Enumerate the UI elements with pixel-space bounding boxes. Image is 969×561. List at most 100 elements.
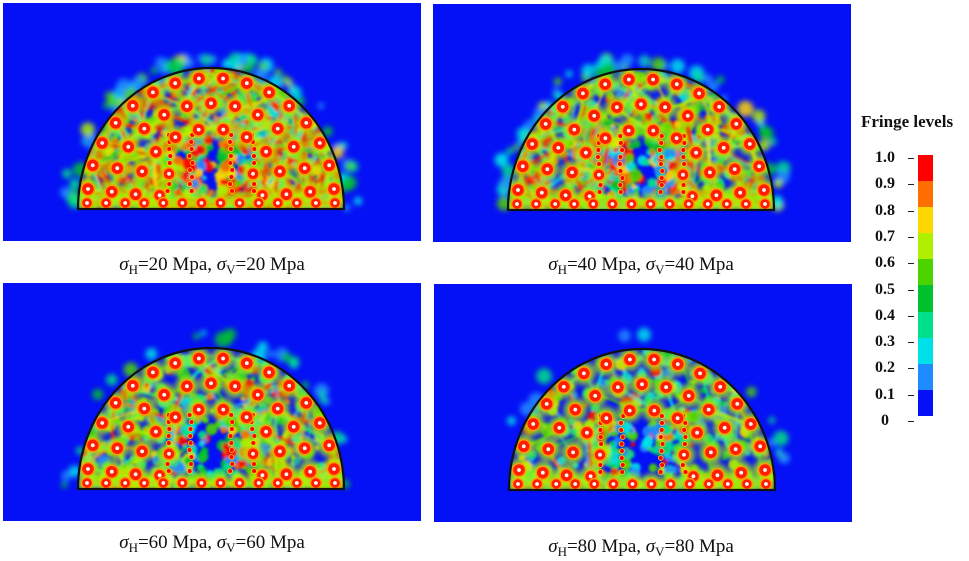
blast-hole-center <box>317 141 322 145</box>
colorbar-tick-label: 0 <box>881 412 889 429</box>
blast-hole-center <box>543 122 548 126</box>
blast-hole-center <box>546 447 551 452</box>
blast-hole-center <box>708 170 712 175</box>
colorbar-tick-label: 1.0 <box>875 149 895 166</box>
halo-blob <box>150 67 158 75</box>
colorbar-tick-label: 0.1 <box>875 386 895 403</box>
damage-contour-plot <box>433 4 851 242</box>
blast-hole-center <box>694 150 698 155</box>
blast-hole-center <box>516 482 520 486</box>
blast-hole-center <box>260 193 265 198</box>
blast-hole-center <box>185 384 189 389</box>
blast-hole-center <box>284 192 289 197</box>
cut-hole <box>187 426 194 432</box>
halo-blob <box>552 87 560 95</box>
blast-hole-center <box>585 430 589 435</box>
blast-hole-center <box>209 101 213 106</box>
blast-hole-center <box>167 451 171 456</box>
blast-hole-center <box>517 468 521 472</box>
blast-hole-center <box>100 421 105 425</box>
blast-hole-center <box>304 401 309 405</box>
halo-blob <box>131 76 145 91</box>
colorbar-tick-label: 0.9 <box>875 175 895 192</box>
blast-hole-center <box>520 164 525 169</box>
vertical-stress-text: =40 Mpa <box>664 254 734 275</box>
halo-blob <box>62 168 72 179</box>
horizontal-stress-text: =80 Mpa, <box>566 536 646 557</box>
cut-hole <box>251 188 257 194</box>
blast-hole-center <box>758 444 763 449</box>
cut-hole <box>228 440 235 446</box>
cut-hole <box>595 154 601 160</box>
halo-blob <box>61 470 72 481</box>
halo-blob <box>274 68 282 77</box>
cut-hole <box>619 448 625 454</box>
blast-hole-center <box>747 142 752 146</box>
blast-hole-center <box>593 393 598 398</box>
blast-hole-center <box>738 190 743 195</box>
blast-hole-center <box>626 128 631 133</box>
blast-hole-center <box>564 473 569 478</box>
blast-hole-center <box>544 402 549 406</box>
cut-hole <box>251 433 258 439</box>
cut-hole <box>165 433 172 439</box>
blast-hole-center <box>744 202 748 206</box>
cut-hole <box>186 153 193 159</box>
sigma-symbol: σ <box>119 532 129 553</box>
halo-blob <box>80 122 95 137</box>
cut-hole <box>229 447 235 453</box>
blast-hole-center <box>604 362 609 367</box>
blast-hole-center <box>256 481 261 485</box>
cut-hole <box>618 441 625 447</box>
blast-hole-center <box>173 361 178 366</box>
blast-hole-center <box>627 77 631 82</box>
blast-hole-center <box>570 170 574 175</box>
halo-blob <box>581 64 595 77</box>
blast-hole-center <box>556 145 561 150</box>
blast-hole-center <box>649 482 654 486</box>
damage-blob <box>195 145 202 151</box>
blast-hole-center <box>130 383 135 388</box>
colorbar-tick <box>908 263 914 264</box>
blast-hole-center <box>611 482 616 486</box>
cut-hole <box>166 181 173 187</box>
cut-hole <box>680 147 687 153</box>
blast-hole-center <box>130 103 135 108</box>
blast-hole-center <box>302 166 307 171</box>
blast-hole-center <box>652 408 657 413</box>
blast-hole-center <box>675 362 680 367</box>
cut-hole <box>658 140 665 146</box>
blast-hole-center <box>734 122 739 126</box>
blast-hole-center <box>668 482 673 486</box>
damage-blob <box>624 161 629 167</box>
colorbar-band <box>918 389 933 416</box>
blast-hole-center <box>167 171 171 176</box>
damage-blob <box>177 465 187 475</box>
blast-hole-center <box>521 444 526 449</box>
blast-hole-center <box>573 482 578 486</box>
cut-hole <box>617 161 623 167</box>
cut-hole <box>167 153 174 159</box>
blast-hole-center <box>724 202 729 206</box>
damage-blob <box>662 427 671 436</box>
blast-hole-center <box>142 406 147 411</box>
halo-blob <box>61 481 68 488</box>
subscript-v: V <box>226 262 236 277</box>
blast-hole-center <box>651 128 656 133</box>
cut-hole <box>186 412 193 418</box>
blast-hole-center <box>745 482 749 486</box>
damage-blob <box>233 437 238 442</box>
cut-hole <box>188 461 194 467</box>
blast-hole-center <box>233 104 238 109</box>
damage-blob <box>611 448 616 453</box>
damage-blob <box>202 175 207 181</box>
panel-caption: σH=40 Mpa, σV=40 Mpa <box>491 253 791 277</box>
halo-blob <box>565 70 573 78</box>
colorbar-band <box>918 337 933 364</box>
cut-hole <box>251 181 257 187</box>
blast-hole-center <box>173 415 178 420</box>
halo-blob <box>737 100 754 117</box>
blast-hole-center <box>588 474 593 479</box>
cut-hole <box>595 147 602 153</box>
blast-hole-center <box>717 104 722 109</box>
